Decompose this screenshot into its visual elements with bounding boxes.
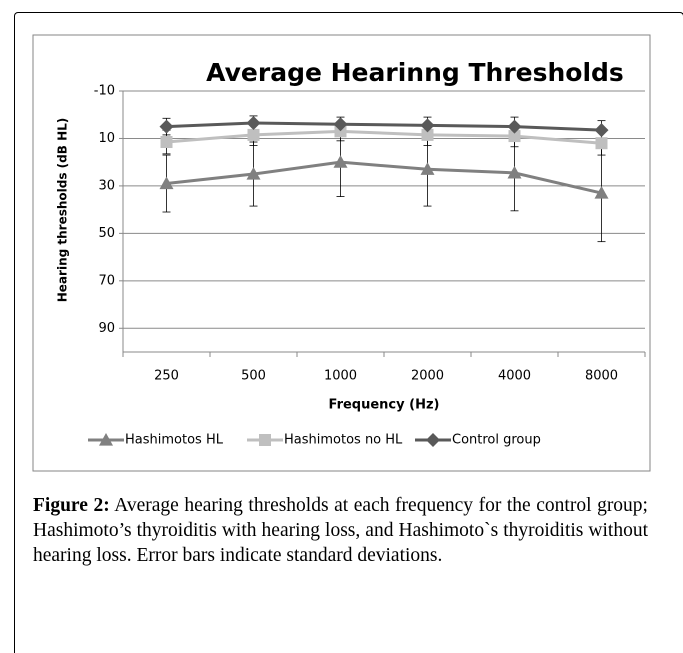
- marker: [246, 167, 261, 180]
- caption-text: Average hearing thresholds at each frequ…: [33, 495, 648, 566]
- x-tick-label: 500: [241, 369, 266, 384]
- marker: [426, 433, 440, 447]
- caption-label: Figure 2:: [33, 495, 110, 516]
- marker: [508, 130, 521, 143]
- y-tick-label: 10: [98, 131, 115, 146]
- y-tick-label: 70: [98, 273, 115, 288]
- x-tick-label: 1000: [324, 369, 357, 384]
- x-tick-label: 250: [154, 369, 179, 384]
- y-tick-label: 50: [98, 226, 115, 241]
- marker: [421, 128, 434, 141]
- document-panel: [14, 12, 683, 653]
- chart-title: Average Hearinng Thresholds: [206, 58, 624, 87]
- marker: [594, 123, 609, 138]
- series-line: [166, 160, 602, 195]
- y-tick-label: 30: [98, 178, 115, 193]
- series-line: [166, 121, 602, 132]
- marker: [160, 136, 173, 149]
- caption: Figure 2: Average hearing thresholds at …: [33, 493, 648, 568]
- marker: [595, 137, 608, 150]
- marker: [420, 162, 435, 175]
- marker: [420, 118, 435, 133]
- chart-border: [32, 34, 651, 472]
- marker: [247, 128, 260, 141]
- legend-label: Hashimotos HL: [125, 433, 224, 448]
- y-tick-label: 90: [98, 321, 115, 336]
- marker: [333, 155, 348, 168]
- marker: [507, 165, 522, 179]
- x-tick-label: 8000: [585, 369, 618, 384]
- marker: [159, 176, 174, 190]
- marker: [594, 186, 609, 199]
- marker: [246, 116, 261, 131]
- marker: [333, 117, 348, 132]
- legend-label: Control group: [452, 433, 541, 448]
- marker: [259, 434, 271, 446]
- marker: [334, 125, 347, 138]
- y-axis-label: Hearing thresholds (dB HL): [56, 118, 70, 302]
- marker: [159, 119, 174, 134]
- x-axis-label: Frequency (Hz): [329, 398, 440, 413]
- marker: [99, 433, 113, 446]
- x-tick-label: 4000: [498, 369, 531, 384]
- x-tick-label: 2000: [411, 369, 444, 384]
- series-line: [166, 129, 602, 145]
- marker: [507, 119, 522, 134]
- y-tick-label: -10: [94, 84, 115, 99]
- legend-label: Hashimotos no HL: [284, 433, 403, 448]
